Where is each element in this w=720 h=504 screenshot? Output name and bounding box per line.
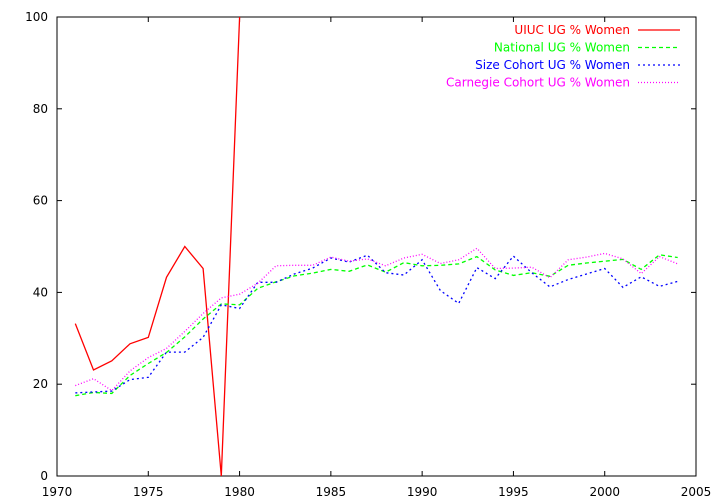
legend-label: Size Cohort UG % Women (475, 58, 630, 72)
x-tick-label: 1985 (316, 485, 347, 499)
legend-label: National UG % Women (494, 41, 630, 55)
series-line-1 (74, 16, 241, 477)
series-lines (74, 16, 678, 477)
x-tick-label: 1975 (133, 485, 164, 499)
legend: UIUC UG % Women National UG % Women Size C… (446, 23, 680, 90)
plot-frame (56, 16, 697, 477)
x-tick-label: 1995 (498, 485, 529, 499)
y-tick-label: 100 (25, 10, 48, 24)
axis-tick-labels: 1970 1975 1980 1985 1990 1995 2000 2005 0 20 40 60 8… (25, 10, 711, 499)
x-tick-label: 1970 (42, 485, 73, 499)
y-tick-label: 0 (40, 469, 48, 483)
x-tick-label: 2005 (681, 485, 712, 499)
series-line-2 (75, 254, 678, 397)
series-line-4 (75, 247, 678, 392)
axis-ticks (56, 16, 697, 477)
y-tick-label: 60 (33, 194, 48, 208)
y-tick-label: 40 (33, 285, 48, 299)
series-line-3 (75, 254, 678, 394)
x-tick-label: 1980 (224, 485, 255, 499)
legend-label: Carnegie Cohort UG % Women (446, 76, 630, 90)
y-tick-label: 80 (33, 102, 48, 116)
x-tick-label: 1990 (407, 485, 438, 499)
legend-label: UIUC UG % Women (514, 23, 630, 37)
x-tick-label: 2000 (589, 485, 620, 499)
y-tick-label: 20 (33, 377, 48, 391)
